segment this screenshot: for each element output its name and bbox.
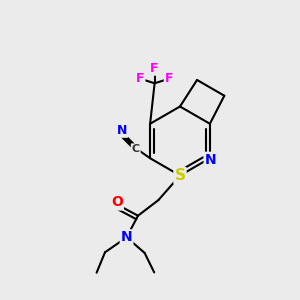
Text: N: N	[121, 230, 132, 244]
Text: C: C	[132, 144, 140, 154]
Text: S: S	[175, 168, 185, 183]
Text: N: N	[117, 124, 127, 137]
Text: N: N	[205, 153, 216, 167]
Text: F: F	[136, 72, 145, 85]
Text: F: F	[150, 62, 159, 75]
Text: O: O	[111, 196, 123, 209]
Text: F: F	[165, 72, 173, 85]
